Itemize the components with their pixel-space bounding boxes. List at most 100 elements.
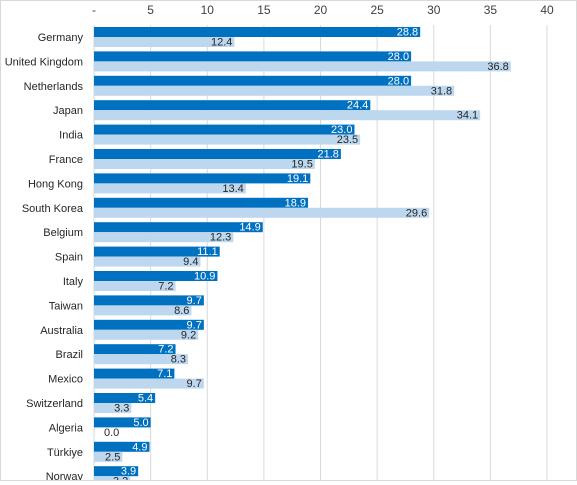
bar-series-2 bbox=[94, 329, 199, 340]
bar-series-1 bbox=[94, 75, 412, 86]
bar-series-2 bbox=[94, 378, 204, 389]
data-label: 12.4 bbox=[211, 37, 232, 49]
category-label: Türkiye bbox=[47, 447, 83, 459]
data-label: 10.9 bbox=[194, 271, 215, 283]
data-label: 24.4 bbox=[347, 100, 368, 112]
category-label: Norway bbox=[46, 471, 84, 480]
data-label: 14.9 bbox=[239, 222, 260, 234]
category-label: Spain bbox=[55, 252, 83, 264]
data-label: 23.0 bbox=[331, 124, 352, 136]
bar-series-1 bbox=[94, 466, 139, 477]
x-tick-label: 40 bbox=[540, 3, 554, 17]
data-label: 13.4 bbox=[222, 183, 243, 195]
data-label: 9.7 bbox=[187, 295, 202, 307]
data-label: 9.7 bbox=[187, 378, 202, 390]
bars bbox=[94, 27, 511, 485]
bar-series-1 bbox=[94, 246, 220, 257]
bar-series-1 bbox=[94, 393, 156, 403]
data-label: 28.0 bbox=[388, 51, 409, 63]
data-label: 19.5 bbox=[291, 159, 312, 171]
category-label: Mexico bbox=[48, 374, 83, 386]
data-label: 5.4 bbox=[138, 393, 153, 405]
data-label: 9.2 bbox=[181, 329, 196, 341]
data-label: 8.6 bbox=[174, 305, 189, 317]
data-label: 9.4 bbox=[183, 256, 198, 268]
category-label: Taiwan bbox=[49, 300, 83, 312]
data-label: 28.8 bbox=[397, 27, 418, 39]
x-axis-ticks: - 5 10 15 20 25 30 35 40 bbox=[92, 3, 554, 17]
bar-series-1 bbox=[94, 319, 204, 330]
category-label: Brazil bbox=[55, 349, 83, 361]
data-label: 3.3 bbox=[114, 403, 129, 415]
data-label: 28.0 bbox=[388, 75, 409, 87]
bar-series-1 bbox=[94, 124, 355, 135]
bar-series-1 bbox=[94, 100, 371, 111]
data-label: 9.7 bbox=[187, 319, 202, 331]
data-label: 3.2 bbox=[113, 476, 128, 480]
bar-series-2 bbox=[94, 451, 123, 462]
bar-series-1 bbox=[94, 344, 176, 355]
data-label: 34.1 bbox=[457, 110, 478, 122]
data-label: 12.3 bbox=[210, 232, 231, 244]
bar-series-1 bbox=[94, 295, 204, 306]
x-tick-label: 25 bbox=[370, 3, 384, 17]
data-label: 36.8 bbox=[487, 61, 508, 73]
category-label: Japan bbox=[53, 105, 83, 117]
bar-series-2 bbox=[94, 207, 430, 218]
x-tick-label: 15 bbox=[257, 3, 271, 17]
bar-series-1 bbox=[94, 222, 263, 233]
bar-series-2 bbox=[94, 305, 192, 316]
bar-series-2 bbox=[94, 281, 176, 291]
bar-series-2 bbox=[94, 61, 511, 72]
category-label: Italy bbox=[63, 276, 84, 288]
data-label: 21.8 bbox=[317, 149, 338, 161]
bar-series-2 bbox=[94, 256, 201, 267]
data-label: 18.9 bbox=[285, 197, 306, 209]
bar-series-2 bbox=[94, 403, 132, 413]
bar-series-1 bbox=[94, 271, 218, 281]
bar-series-2 bbox=[94, 110, 481, 121]
bar-series-1 bbox=[94, 441, 150, 452]
bar-series-2 bbox=[94, 232, 234, 243]
category-label: Hong Kong bbox=[28, 178, 83, 190]
category-label: Algeria bbox=[49, 422, 84, 434]
bar-series-1 bbox=[94, 27, 421, 37]
x-tick-label: - bbox=[92, 3, 96, 17]
category-label: United Kingdom bbox=[5, 56, 83, 68]
bar-series-2 bbox=[94, 37, 235, 47]
bar-series-1 bbox=[94, 368, 175, 379]
x-tick-label: 5 bbox=[147, 3, 154, 17]
data-label: 2.5 bbox=[105, 451, 120, 463]
bar-series-2 bbox=[94, 183, 246, 194]
x-tick-label: 20 bbox=[314, 3, 328, 17]
data-labels: 28.8 28.0 28.0 24.4 23.0 21.8 19.1 18.9 14.9 11.1… bbox=[104, 27, 509, 485]
category-label: Switzerland bbox=[26, 398, 83, 410]
bar-series-2 bbox=[94, 159, 315, 169]
bar-series-1 bbox=[94, 173, 311, 184]
category-label: France bbox=[49, 154, 83, 166]
x-tick-label: 10 bbox=[201, 3, 215, 17]
bar-series-1 bbox=[94, 197, 309, 208]
data-label: 4.9 bbox=[132, 441, 147, 453]
data-label: 3.9 bbox=[121, 466, 136, 478]
x-tick-label: 35 bbox=[484, 3, 498, 17]
x-tick-label: 30 bbox=[427, 3, 441, 17]
bar-series-1 bbox=[94, 417, 151, 428]
bar-series-1 bbox=[94, 51, 412, 62]
bar-series-2 bbox=[94, 134, 361, 145]
category-label: South Korea bbox=[22, 203, 84, 215]
data-label: 31.8 bbox=[431, 85, 452, 97]
data-label: 7.1 bbox=[157, 368, 172, 380]
category-label: Belgium bbox=[43, 227, 83, 239]
data-label: 8.3 bbox=[171, 354, 186, 366]
category-labels: Germany United Kingdom Netherlands Japan Ind… bbox=[5, 32, 84, 483]
data-label: 29.6 bbox=[406, 207, 427, 219]
data-label: 7.2 bbox=[158, 281, 173, 293]
bar-series-2 bbox=[94, 85, 455, 96]
category-label: Australia bbox=[40, 325, 84, 337]
data-label: 0.0 bbox=[104, 427, 119, 439]
category-label: India bbox=[59, 130, 84, 142]
category-label: Germany bbox=[38, 32, 84, 44]
